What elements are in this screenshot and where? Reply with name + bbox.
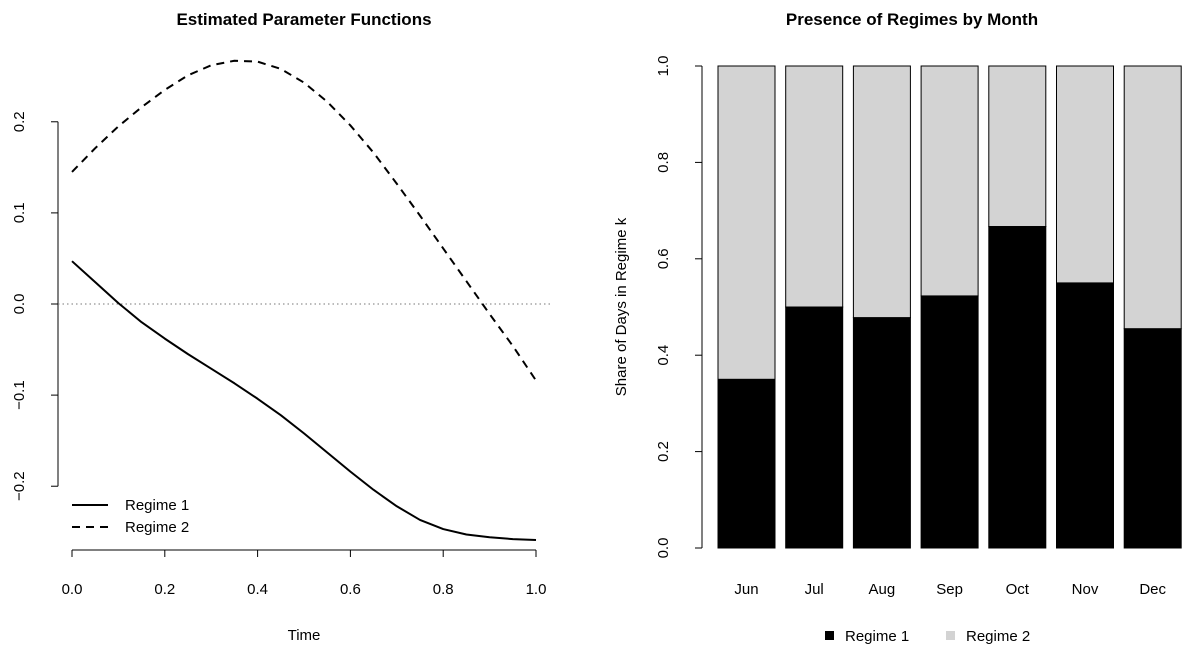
bar-chart-y-tick-label: 0.8 [655, 152, 672, 173]
bar-chart-y-axis-label: Share of Days in Regime k [613, 217, 630, 396]
bar-chart-axes: 0.0 0.2 0.4 0.6 0.8 1.0 Jun Jul Aug Sep Oct Nov Dec [655, 56, 1167, 598]
line-chart-axes: 0.0 0.2 0.4 0.6 0.8 1.0 −0.2 −0.1 0.0 0.1 0.2 [11, 111, 550, 598]
series-line-regime-1 [71, 260, 537, 541]
bar-chart-legend: Regime 1 Regime 2 [825, 628, 1030, 645]
line-chart-x-tick-label: 0.6 [340, 581, 361, 598]
bar-chart-x-tick-label: Jun [734, 581, 758, 598]
line-chart-x-tick-label: 0.4 [247, 581, 268, 598]
bar-chart-y-tick-label: 0.4 [655, 345, 672, 366]
line-chart-y-tick-label: −0.2 [11, 471, 28, 501]
bar-nov-regime-1 [1056, 282, 1114, 549]
line-chart-x-tick-label: 0.8 [433, 581, 454, 598]
bar-oct-regime-1 [988, 226, 1047, 549]
bar-aug-regime-2 [852, 65, 911, 319]
line-chart-panel: Estimated Parameter Functions Time 0.0 0.… [11, 10, 550, 644]
series-line-regime-2 [71, 59, 537, 382]
bar-chart-x-tick-label: Nov [1072, 581, 1099, 598]
line-chart-x-tick-label: 0.0 [62, 581, 83, 598]
line-chart-series [71, 59, 537, 541]
line-chart-x-tick-label: 1.0 [526, 581, 547, 598]
bar-chart-panel: Presence of Regimes by Month Share of Da… [613, 10, 1182, 645]
bar-chart-x-tick-label: Dec [1139, 581, 1166, 598]
bar-chart-x-tick-label: Sep [936, 581, 963, 598]
bar-jul-regime-1 [785, 306, 844, 549]
legend-label-regime-2: Regime 2 [125, 519, 189, 536]
bar-aug-regime-1 [852, 317, 911, 549]
bar-chart-y-tick-label: 1.0 [655, 56, 672, 77]
line-chart-x-tick-label: 0.2 [154, 581, 175, 598]
bar-oct-regime-2 [988, 65, 1047, 228]
legend-swatch-regime-2 [946, 631, 955, 640]
bar-chart-y-tick-label: 0.2 [655, 441, 672, 462]
bar-dec-regime-1 [1123, 328, 1182, 549]
bar-chart-y-tick-label: 0.0 [655, 538, 672, 559]
bar-chart-x-tick-label: Oct [1006, 581, 1030, 598]
bar-dec-regime-2 [1123, 65, 1182, 330]
bar-nov-regime-2 [1056, 65, 1114, 284]
bar-sep-regime-1 [920, 295, 979, 549]
bar-chart-title: Presence of Regimes by Month [786, 10, 1038, 29]
line-chart-legend: Regime 1 Regime 2 [72, 497, 189, 536]
bar-chart-x-tick-label: Jul [805, 581, 824, 598]
line-chart-y-tick-label: 0.0 [11, 294, 28, 315]
legend-swatch-regime-1 [825, 631, 834, 640]
bar-jun-regime-2 [717, 65, 776, 380]
line-chart-y-tick-label: −0.1 [11, 380, 28, 410]
line-chart-title: Estimated Parameter Functions [176, 10, 431, 29]
line-chart-y-tick-label: 0.2 [11, 111, 28, 132]
legend-label-regime-2: Regime 2 [966, 628, 1030, 645]
bar-sep-regime-2 [920, 65, 979, 297]
bar-chart-y-tick-label: 0.6 [655, 248, 672, 269]
line-chart-x-axis-label: Time [288, 627, 321, 644]
bar-jul-regime-2 [785, 65, 844, 308]
bar-jun-regime-1 [717, 378, 776, 549]
legend-label-regime-1: Regime 1 [845, 628, 909, 645]
line-chart-y-tick-label: 0.1 [11, 202, 28, 223]
bar-chart-bars [717, 65, 1182, 549]
legend-label-regime-1: Regime 1 [125, 497, 189, 514]
bar-chart-x-tick-label: Aug [869, 581, 896, 598]
